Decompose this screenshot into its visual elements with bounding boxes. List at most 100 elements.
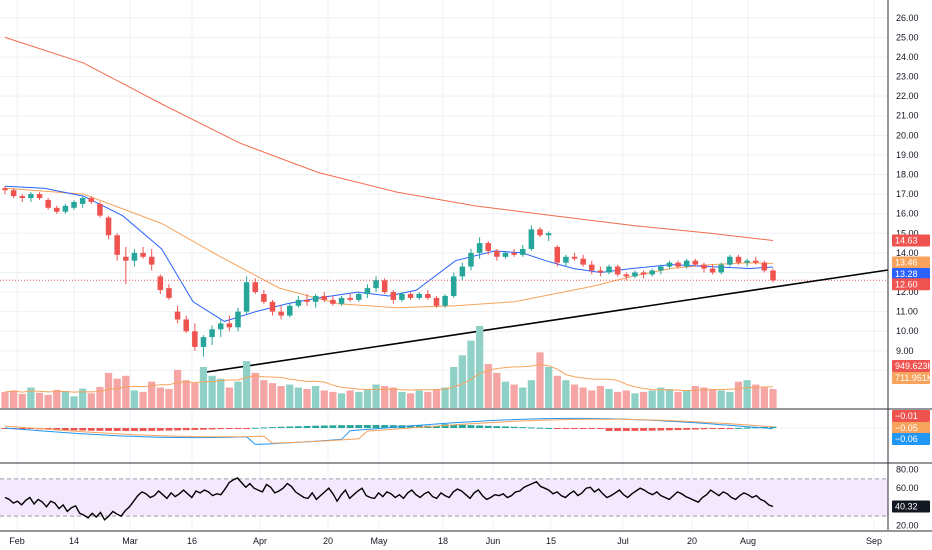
macd-histogram-bar [329, 425, 337, 428]
candle-body [28, 194, 34, 199]
macd-histogram-bar [553, 428, 561, 429]
price-pane[interactable] [0, 36, 889, 374]
macd-histogram-bar [217, 428, 225, 430]
volume-bar [553, 375, 561, 408]
candle-body [450, 276, 457, 296]
candle-body [166, 288, 172, 298]
volume-bar [614, 391, 622, 408]
candle-body [606, 266, 612, 273]
rsi-line [4, 477, 774, 521]
candle-body [589, 264, 595, 271]
volume-bar [165, 388, 173, 408]
volume-bar [501, 381, 510, 408]
candle-body [407, 294, 414, 298]
volume-bar [104, 372, 113, 408]
candle-body [744, 260, 750, 263]
macd-histogram-bar [631, 428, 639, 431]
volume-bar [294, 387, 303, 408]
candle-body [709, 268, 716, 273]
macd-histogram-bar [700, 428, 708, 430]
macd-histogram-bar [355, 425, 363, 428]
volume-bars [1, 326, 777, 408]
price-tag-label: 14.63 [895, 236, 918, 246]
candle-body [571, 256, 578, 259]
candle-body [770, 270, 776, 281]
x-tick-label: 16 [187, 536, 197, 546]
candle-body [114, 235, 120, 255]
rsi-tick-label: 20.00 [896, 520, 919, 530]
volume-bar [570, 384, 579, 408]
x-tick-label: Aug [740, 536, 756, 546]
macd-histogram-bar [225, 428, 233, 429]
price-tag-label: 13.28 [895, 269, 918, 279]
volume-bar [1, 391, 9, 408]
rsi-pane[interactable] [0, 477, 888, 521]
candle-body [347, 297, 353, 300]
volume-bar [510, 384, 518, 408]
candle-body [200, 337, 207, 347]
candle-body [295, 299, 302, 306]
x-tick-label: May [370, 536, 388, 546]
candle-body [554, 246, 561, 263]
macd-histogram-bar [346, 425, 354, 428]
volume-bar [588, 390, 596, 408]
candle-body [123, 256, 129, 261]
volume-bar [87, 393, 95, 408]
macd-histogram-bar [44, 428, 52, 430]
candle-body [623, 274, 630, 277]
volume-bar [493, 372, 501, 408]
candle-body [658, 266, 664, 271]
x-tick-label: 18 [438, 536, 448, 546]
macd-histogram-bar [139, 428, 147, 431]
macd-tag-label: −0.01 [895, 411, 918, 421]
macd-histogram-bar [122, 428, 130, 431]
candle-body [390, 292, 397, 300]
price-tag-bg [892, 372, 930, 384]
macd-histogram-bar [18, 428, 26, 429]
x-tick-label: Mar [122, 536, 138, 546]
macd-histogram-bar [363, 425, 371, 428]
macd-histogram-bar [294, 426, 302, 428]
rsi-tick-label: 80.00 [896, 465, 919, 475]
candle-body [183, 319, 189, 332]
volume-bar [657, 387, 665, 408]
candle-body [330, 299, 336, 304]
candle-body [442, 295, 448, 306]
ma-long-line [4, 36, 774, 241]
macd-histogram-bar [441, 424, 449, 428]
macd-histogram-bar [502, 426, 509, 428]
price-tag: 13.46 [892, 256, 930, 269]
candle-body [580, 258, 586, 265]
macd-histogram-bar [735, 427, 742, 429]
x-tick-label: 14 [69, 536, 79, 546]
macd-histogram-bar [303, 425, 311, 428]
candle-body [79, 198, 86, 204]
candle-body [425, 294, 431, 298]
volume-bar [596, 386, 605, 408]
volume-bar [717, 390, 725, 408]
price-tag-bg [892, 267, 930, 280]
volume-bar [398, 391, 406, 408]
candle-body [97, 203, 103, 216]
macd-histogram-bar [527, 427, 535, 429]
candle-body [502, 252, 509, 257]
candle-body [381, 280, 388, 293]
candle-body [545, 233, 552, 236]
macd-histogram-bar [165, 428, 173, 431]
volume-bar [536, 352, 544, 408]
macd-tag-bg [892, 433, 930, 445]
candle-body [416, 294, 422, 298]
y-tick-label: 23.00 [896, 72, 919, 82]
volume-bar [355, 391, 363, 408]
macd-histogram-bar [234, 428, 242, 429]
candle-body [174, 311, 181, 320]
candle-body [597, 270, 604, 273]
volume-bar [406, 393, 415, 408]
macd-tag-bg [892, 422, 930, 434]
candle-body [701, 264, 707, 269]
macd-pane[interactable] [0, 417, 888, 445]
macd-histogram-bar [312, 425, 320, 428]
candle-body [278, 311, 284, 316]
candle-body [209, 329, 215, 338]
